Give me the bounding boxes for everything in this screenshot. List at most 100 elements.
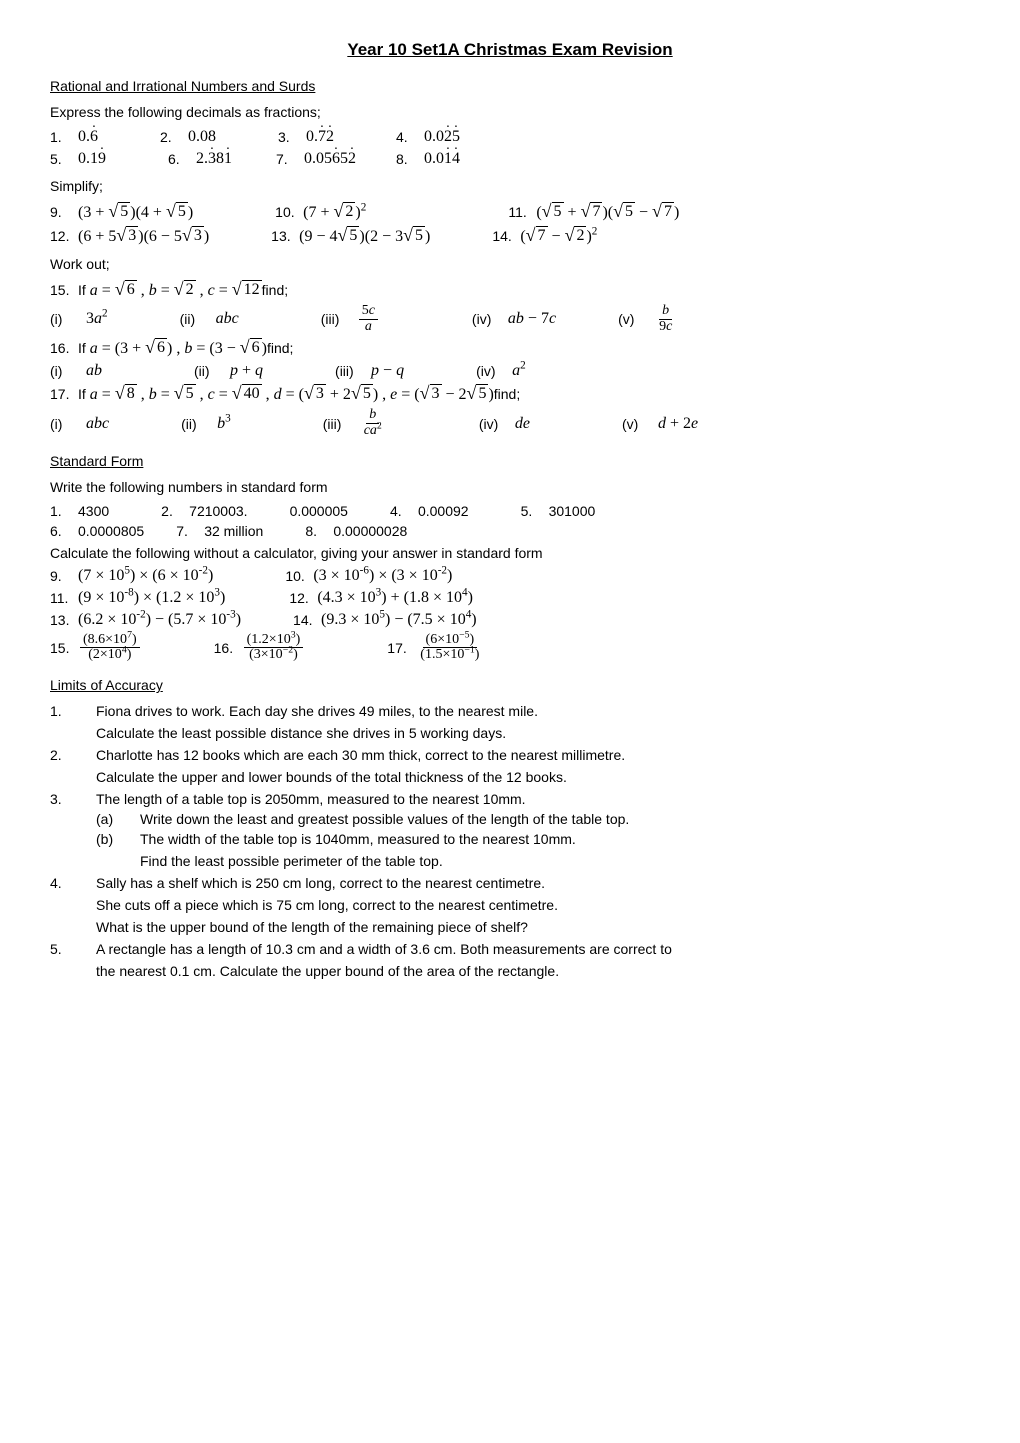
q-text: Write down the least and greatest possib… (140, 811, 629, 827)
value: 7210003. (189, 503, 247, 519)
math: (√5 + √7)(√5 − √7) (536, 202, 679, 222)
text: find; (262, 282, 288, 298)
q-num: 7. (276, 151, 304, 167)
math: de (515, 415, 530, 433)
page-title: Year 10 Set1A Christmas Exam Revision (50, 40, 970, 60)
q-text: Fiona drives to work. Each day she drive… (96, 703, 970, 719)
math: (3 × 10-6) × (3 × 10-2) (313, 567, 452, 585)
math: b3 (217, 415, 231, 433)
simplify-row-2: 12. (6 + 5√3)(6 − 5√3) 13. (9 − 4√5)(2 −… (50, 226, 970, 246)
q-text: Sally has a shelf which is 250 cm long, … (96, 875, 970, 891)
math: a2 (512, 362, 526, 380)
math: 0.19 (78, 150, 106, 168)
calc-row-1: 9. (7 × 105) × (6 × 10-2) 10. (3 × 10-6)… (50, 567, 970, 585)
q-text: Calculate the least possible distance sh… (50, 725, 970, 741)
q-num: 8. (305, 523, 333, 539)
q-num: 4. (396, 129, 424, 145)
math: 0.72 (306, 128, 334, 146)
math: (1.2×103)(3×10−2) (244, 633, 304, 663)
value: 0.0000805 (78, 523, 144, 539)
math: b9c (656, 304, 675, 334)
simplify-row-1: 9. (3 + √5)(4 + √5) 10. (7 + √2)2 11. (√… (50, 202, 970, 222)
fractions-row-1: 1. 0.6 2. 0.08 3. 0.72 4. 0.025 (50, 128, 970, 146)
math: (7 + √2)2 (303, 202, 366, 222)
q3b: (b) The width of the table top is 1040mm… (50, 831, 970, 847)
math: 2.381 (196, 150, 232, 168)
math: d + 2e (658, 415, 698, 433)
math: p + q (230, 362, 263, 380)
math: bca2 (361, 408, 385, 438)
q-text: Find the least possible perimeter of the… (50, 853, 970, 869)
q-text: She cuts off a piece which is 75 cm long… (50, 897, 970, 913)
math: p − q (371, 362, 404, 380)
text: find; (494, 386, 520, 402)
q-text: Charlotte has 12 books which are each 30… (96, 747, 970, 763)
math: (9 × 10-8) × (1.2 × 103) (78, 589, 225, 607)
part-num: (ii) (194, 363, 230, 379)
math: a = √8 , b = √5 , c = √40 , d = (√3 + 2√… (86, 384, 494, 404)
workout-17: 17. If a = √8 , b = √5 , c = √40 , d = (… (50, 384, 970, 404)
workout-16-parts: (i) ab (ii) p + q (iii) p − q (iv) a2 (50, 362, 970, 380)
workout-17-parts: (i) abc (ii) b3 (iii) bca2 (iv) de (v) d… (50, 408, 970, 438)
sf-row-2: 6.0.0000805 7.32 million 8.0.00000028 (50, 523, 970, 539)
math: ab (86, 362, 102, 380)
section-heading-limits: Limits of Accuracy (50, 677, 970, 693)
q-num: 16. (50, 340, 78, 356)
q-num: 11. (50, 590, 78, 606)
part-label: (a) (96, 811, 140, 827)
workout-label: Work out; (50, 256, 970, 272)
math: (√7 − √2)2 (520, 226, 597, 246)
calc-row-3: 13. (6.2 × 10-2) − (5.7 × 10-3) 14. (9.3… (50, 611, 970, 629)
q-num: 11. (508, 204, 536, 220)
part-num: (i) (50, 416, 86, 432)
q-text: the nearest 0.1 cm. Calculate the upper … (50, 963, 970, 979)
q-num: 5. (521, 503, 549, 519)
math: (4.3 × 103) + (1.8 × 104) (317, 589, 473, 607)
q-num: 9. (50, 204, 78, 220)
q-num: 2. (160, 129, 188, 145)
q-num: 17. (50, 386, 78, 402)
math: 0.6 (78, 128, 98, 146)
calc-row-4: 15. (8.6×107)(2×104) 16. (1.2×103)(3×10−… (50, 633, 970, 663)
q-num: 2. (161, 503, 189, 519)
workout-15: 15. If a = √6 , b = √2 , c = √12 find; (50, 280, 970, 300)
q-num: 1. (50, 703, 96, 719)
q5: 5. A rectangle has a length of 10.3 cm a… (50, 941, 970, 957)
q-num: 6. (168, 151, 196, 167)
q-num: 12. (289, 590, 317, 606)
q-num: 14. (293, 612, 321, 628)
part-num: (iii) (335, 363, 371, 379)
math: 3a2 (86, 310, 108, 328)
q-num: 14. (492, 228, 520, 244)
q-num: 3. (278, 129, 306, 145)
part-label: (b) (96, 831, 140, 847)
workout-15-parts: (i) 3a2 (ii) abc (iii) 5ca (iv) ab − 7c … (50, 304, 970, 334)
sf-row-1: 1.4300 2.7210003. 0.000005 4.0.00092 5.3… (50, 503, 970, 519)
calc-row-2: 11. (9 × 10-8) × (1.2 × 103) 12. (4.3 × … (50, 589, 970, 607)
q-num: 10. (275, 204, 303, 220)
section-heading-standard: Standard Form (50, 453, 970, 469)
q-num: 6. (50, 523, 78, 539)
q-num: 13. (271, 228, 299, 244)
text: If (78, 386, 86, 402)
part-num: (iv) (476, 363, 512, 379)
intro-text: Write the following numbers in standard … (50, 479, 970, 495)
q-num: 16. (214, 640, 242, 656)
q-num: 15. (50, 640, 78, 656)
q-num: 10. (285, 568, 313, 584)
section-heading-rational: Rational and Irrational Numbers and Surd… (50, 78, 970, 94)
text: find; (267, 340, 293, 356)
math: abc (216, 310, 239, 328)
q-text: What is the upper bound of the length of… (50, 919, 970, 935)
part-num: (v) (622, 416, 658, 432)
math: 0.014 (424, 150, 460, 168)
part-num: (iii) (323, 416, 359, 432)
part-num: (ii) (180, 311, 216, 327)
math: (6 + 5√3)(6 − 5√3) (78, 226, 209, 246)
part-num: (iv) (472, 311, 508, 327)
q-num: 4. (390, 503, 418, 519)
part-num: (ii) (181, 416, 217, 432)
q-text: The width of the table top is 1040mm, me… (140, 831, 576, 847)
math: (9 − 4√5)(2 − 3√5) (299, 226, 430, 246)
q1: 1. Fiona drives to work. Each day she dr… (50, 703, 970, 719)
